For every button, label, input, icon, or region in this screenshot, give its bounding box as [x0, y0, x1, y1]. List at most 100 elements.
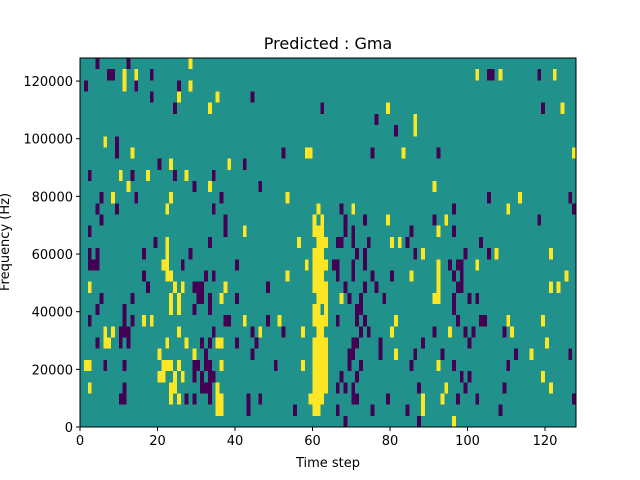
heatmap-cell-low	[87, 259, 100, 271]
heatmap-cell-low	[331, 259, 340, 271]
heatmap-cell-low	[192, 181, 197, 193]
heatmap-cell-high	[285, 270, 290, 282]
heatmap-cell-low	[211, 169, 216, 181]
heatmap-cell-low	[192, 304, 197, 316]
heatmap-cell-low	[432, 214, 437, 226]
heatmap-cell-low	[390, 270, 394, 282]
heatmap-cell-high	[176, 304, 181, 316]
heatmap-cell-low	[405, 404, 410, 416]
axes-frame	[79, 57, 577, 428]
heatmap-cell-high	[436, 270, 441, 282]
heatmap-cell-high	[300, 326, 305, 338]
heatmap-cell-high	[312, 315, 328, 327]
heatmap-cell-low	[207, 304, 212, 316]
heatmap-cell-low	[351, 382, 356, 394]
heatmap-cell-low	[343, 214, 348, 226]
heatmap-cell-high	[165, 203, 170, 215]
heatmap-cell-high	[161, 359, 173, 372]
heatmap-cell-high	[169, 304, 173, 316]
heatmap-cell-low	[192, 281, 204, 293]
heatmap-cell-high	[312, 337, 328, 349]
heatmap-cell-low	[467, 371, 472, 383]
heatmap-cell-high	[227, 158, 232, 170]
heatmap-cell-low	[471, 326, 476, 338]
heatmap-cell-high	[285, 192, 290, 204]
heatmap-cell-low	[134, 192, 139, 204]
heatmap-cell-low	[436, 147, 441, 159]
heatmap-cell-low	[242, 158, 247, 170]
heatmap-cell-low	[335, 315, 340, 327]
heatmap-cell-low	[374, 113, 379, 126]
heatmap-cell-low	[235, 292, 239, 304]
heatmap-cell-low	[452, 270, 456, 282]
heatmap-cell-high	[506, 315, 511, 327]
heatmap-cell-low	[192, 359, 201, 372]
heatmap-cell-high	[169, 382, 177, 394]
heatmap-cell-high	[421, 404, 425, 416]
heatmap-cell-high	[351, 203, 356, 215]
heatmap-cell-high	[421, 393, 425, 405]
heatmap-cell-low	[180, 259, 185, 271]
heatmap-cell-low	[409, 225, 414, 237]
heatmap-cell-low	[266, 281, 270, 293]
heatmap-cell-low	[142, 248, 146, 260]
heatmap-cell-low	[459, 270, 464, 282]
heatmap-cell-high	[312, 382, 328, 394]
heatmap-cell-low	[192, 393, 197, 405]
heatmap-cell-high	[390, 236, 394, 249]
heatmap-cell-high	[475, 69, 480, 81]
heatmap-cell-high	[312, 281, 328, 293]
heatmap-cell-low	[475, 292, 480, 304]
heatmap-cell-high	[188, 58, 193, 70]
heatmap-cell-low	[463, 248, 468, 260]
heatmap-cell-high	[258, 326, 263, 338]
heatmap-cell-low	[250, 348, 255, 360]
heatmap-cell-high	[312, 259, 328, 271]
heatmap-cell-low	[122, 315, 127, 327]
heatmap-cell-low	[95, 337, 100, 349]
x-tick-label: 120	[533, 434, 558, 449]
heatmap-cell-low	[374, 281, 379, 293]
heatmap-cell-low	[413, 248, 418, 260]
heatmap-cell-low	[153, 236, 158, 249]
heatmap-cell-high	[149, 315, 154, 327]
heatmap-cell-high	[207, 181, 212, 193]
heatmap-cell-low	[417, 415, 421, 427]
heatmap-cell-low	[258, 393, 263, 405]
x-tick-label: 0	[76, 434, 84, 449]
heatmap-cell-low	[130, 169, 135, 181]
heatmap-cell-low	[142, 270, 146, 282]
y-tick-label: 40000	[32, 306, 73, 321]
heatmap-cell-high	[215, 337, 224, 349]
x-tick-label: 80	[382, 434, 399, 449]
heatmap-cell-low	[347, 348, 356, 360]
heatmap-cell-high	[436, 281, 441, 293]
heatmap-cell-high	[103, 136, 108, 148]
heatmap-cell-high	[169, 192, 173, 204]
heatmap-cell-low	[343, 225, 348, 237]
heatmap-cell-high	[440, 393, 445, 405]
heatmap-cell-high	[436, 359, 441, 372]
heatmap-cell-high	[161, 259, 170, 271]
heatmap-cell-low	[173, 169, 177, 181]
heatmap-cell-low	[335, 382, 340, 394]
heatmap-cell-low	[537, 69, 542, 81]
heatmap-cell-low	[393, 125, 398, 137]
heatmap-cell-high	[436, 225, 441, 237]
heatmap-cell-high	[215, 382, 220, 394]
heatmap-cell-high	[560, 102, 565, 114]
heatmap-cell-low	[273, 359, 278, 372]
heatmap-cell-low	[114, 203, 119, 215]
heatmap-cell-low	[99, 214, 104, 226]
heatmap-cell-high	[215, 91, 220, 103]
heatmap-cell-low	[207, 371, 216, 383]
heatmap-cell-high	[386, 214, 390, 226]
heatmap-cell-low	[335, 236, 344, 249]
heatmap-cell-low	[568, 192, 573, 204]
heatmap-cell-low	[502, 382, 507, 394]
heatmap-cell-low	[145, 281, 150, 293]
heatmap-cell-low	[463, 326, 468, 338]
heatmap-cell-low	[250, 326, 255, 338]
heatmap-cell-high	[312, 371, 328, 383]
